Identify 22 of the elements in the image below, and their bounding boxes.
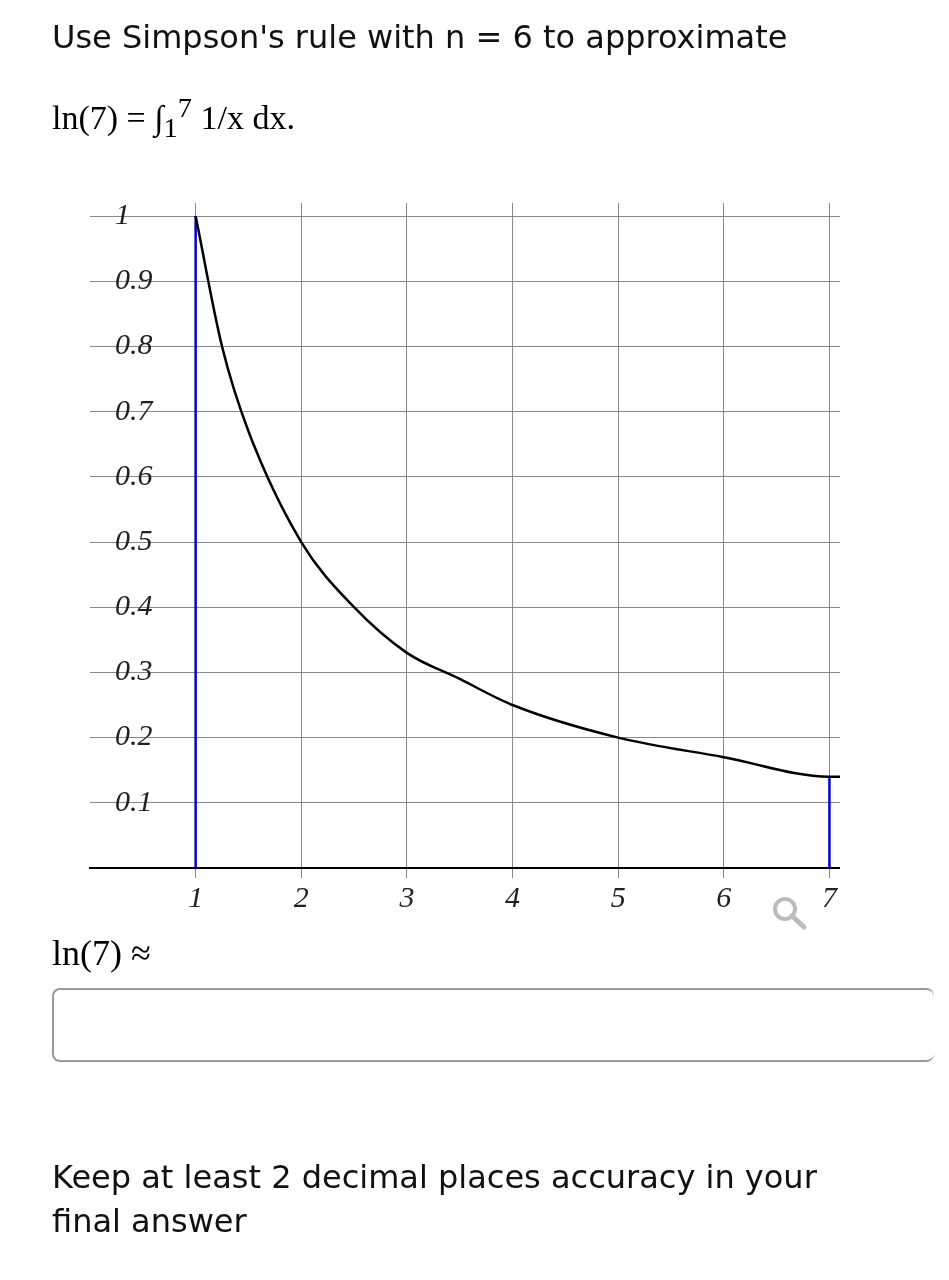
x-tick-label: 7 [821, 879, 839, 913]
chart-title: Use Simpson's rule with n = 6 to approximate [52, 18, 788, 56]
x-tick-label: 4 [505, 879, 521, 913]
x-tick-label: 5 [610, 879, 626, 913]
x-tick-label: 1 [188, 879, 204, 913]
y-tick-label: 0.8 [115, 327, 153, 361]
y-tick-label: 0.2 [115, 718, 153, 752]
text: ln(7) ≈ [52, 932, 151, 974]
chart-subtitle: ln(7) = ∫$_{1}$$^{7}$ 1/x dx. [52, 92, 295, 145]
y-tick-label: 0.5 [115, 522, 153, 556]
y-tick-label: 1 [115, 196, 130, 230]
line-series [194, 214, 840, 778]
text: Keep at least 2 decimal places accuracy in your final answer [52, 1157, 818, 1242]
y-tick-label: 0.4 [115, 588, 153, 622]
x-tick-label: 2 [293, 879, 309, 913]
y-tick-label: 0.9 [115, 262, 153, 296]
y-tick-label: 0.6 [115, 457, 153, 491]
y-tick-label: 0.7 [115, 392, 155, 426]
x-tick-label: 3 [398, 879, 415, 913]
y-tick-label: 0.1 [115, 783, 153, 817]
x-tick-label: 6 [716, 879, 732, 913]
y-tick-label: 0.3 [115, 653, 153, 687]
